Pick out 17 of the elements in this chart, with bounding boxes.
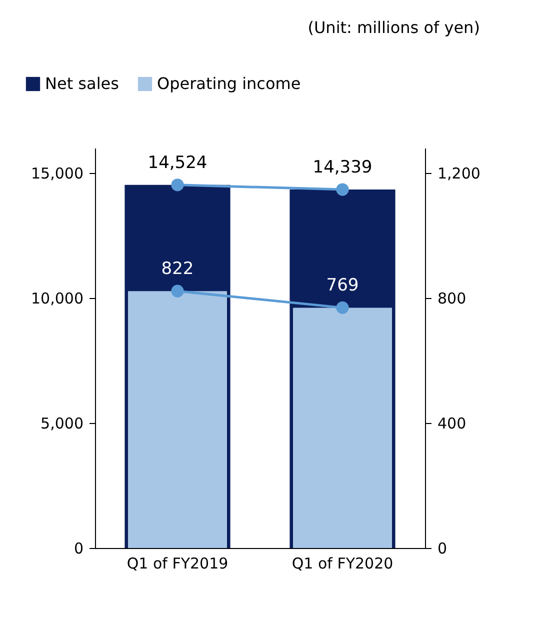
y2-tick-label: 1,200: [438, 164, 480, 182]
y-tick-label: 0: [74, 540, 84, 558]
y-tick-label: 15,000: [31, 164, 84, 182]
x-tick-label: Q1 of FY2020: [292, 554, 394, 572]
data-label: 769: [326, 276, 359, 296]
x-tick-label: Q1 of FY2019: [126, 554, 228, 572]
y2-tick-label: 800: [438, 290, 466, 308]
y2-tick-label: 400: [438, 414, 466, 432]
y2-tick-label: 0: [438, 540, 448, 558]
data-label: 822: [161, 259, 194, 280]
data-label: 14,524: [148, 152, 208, 173]
y-tick-label: 10,000: [31, 290, 84, 308]
data-label: 14,339: [312, 158, 372, 178]
legend-label: Operating income: [157, 74, 301, 93]
text: (Unit: millions of yen): [308, 18, 480, 37]
legend-label: Net sales: [45, 74, 119, 93]
y-tick-label: 5,000: [40, 414, 84, 432]
